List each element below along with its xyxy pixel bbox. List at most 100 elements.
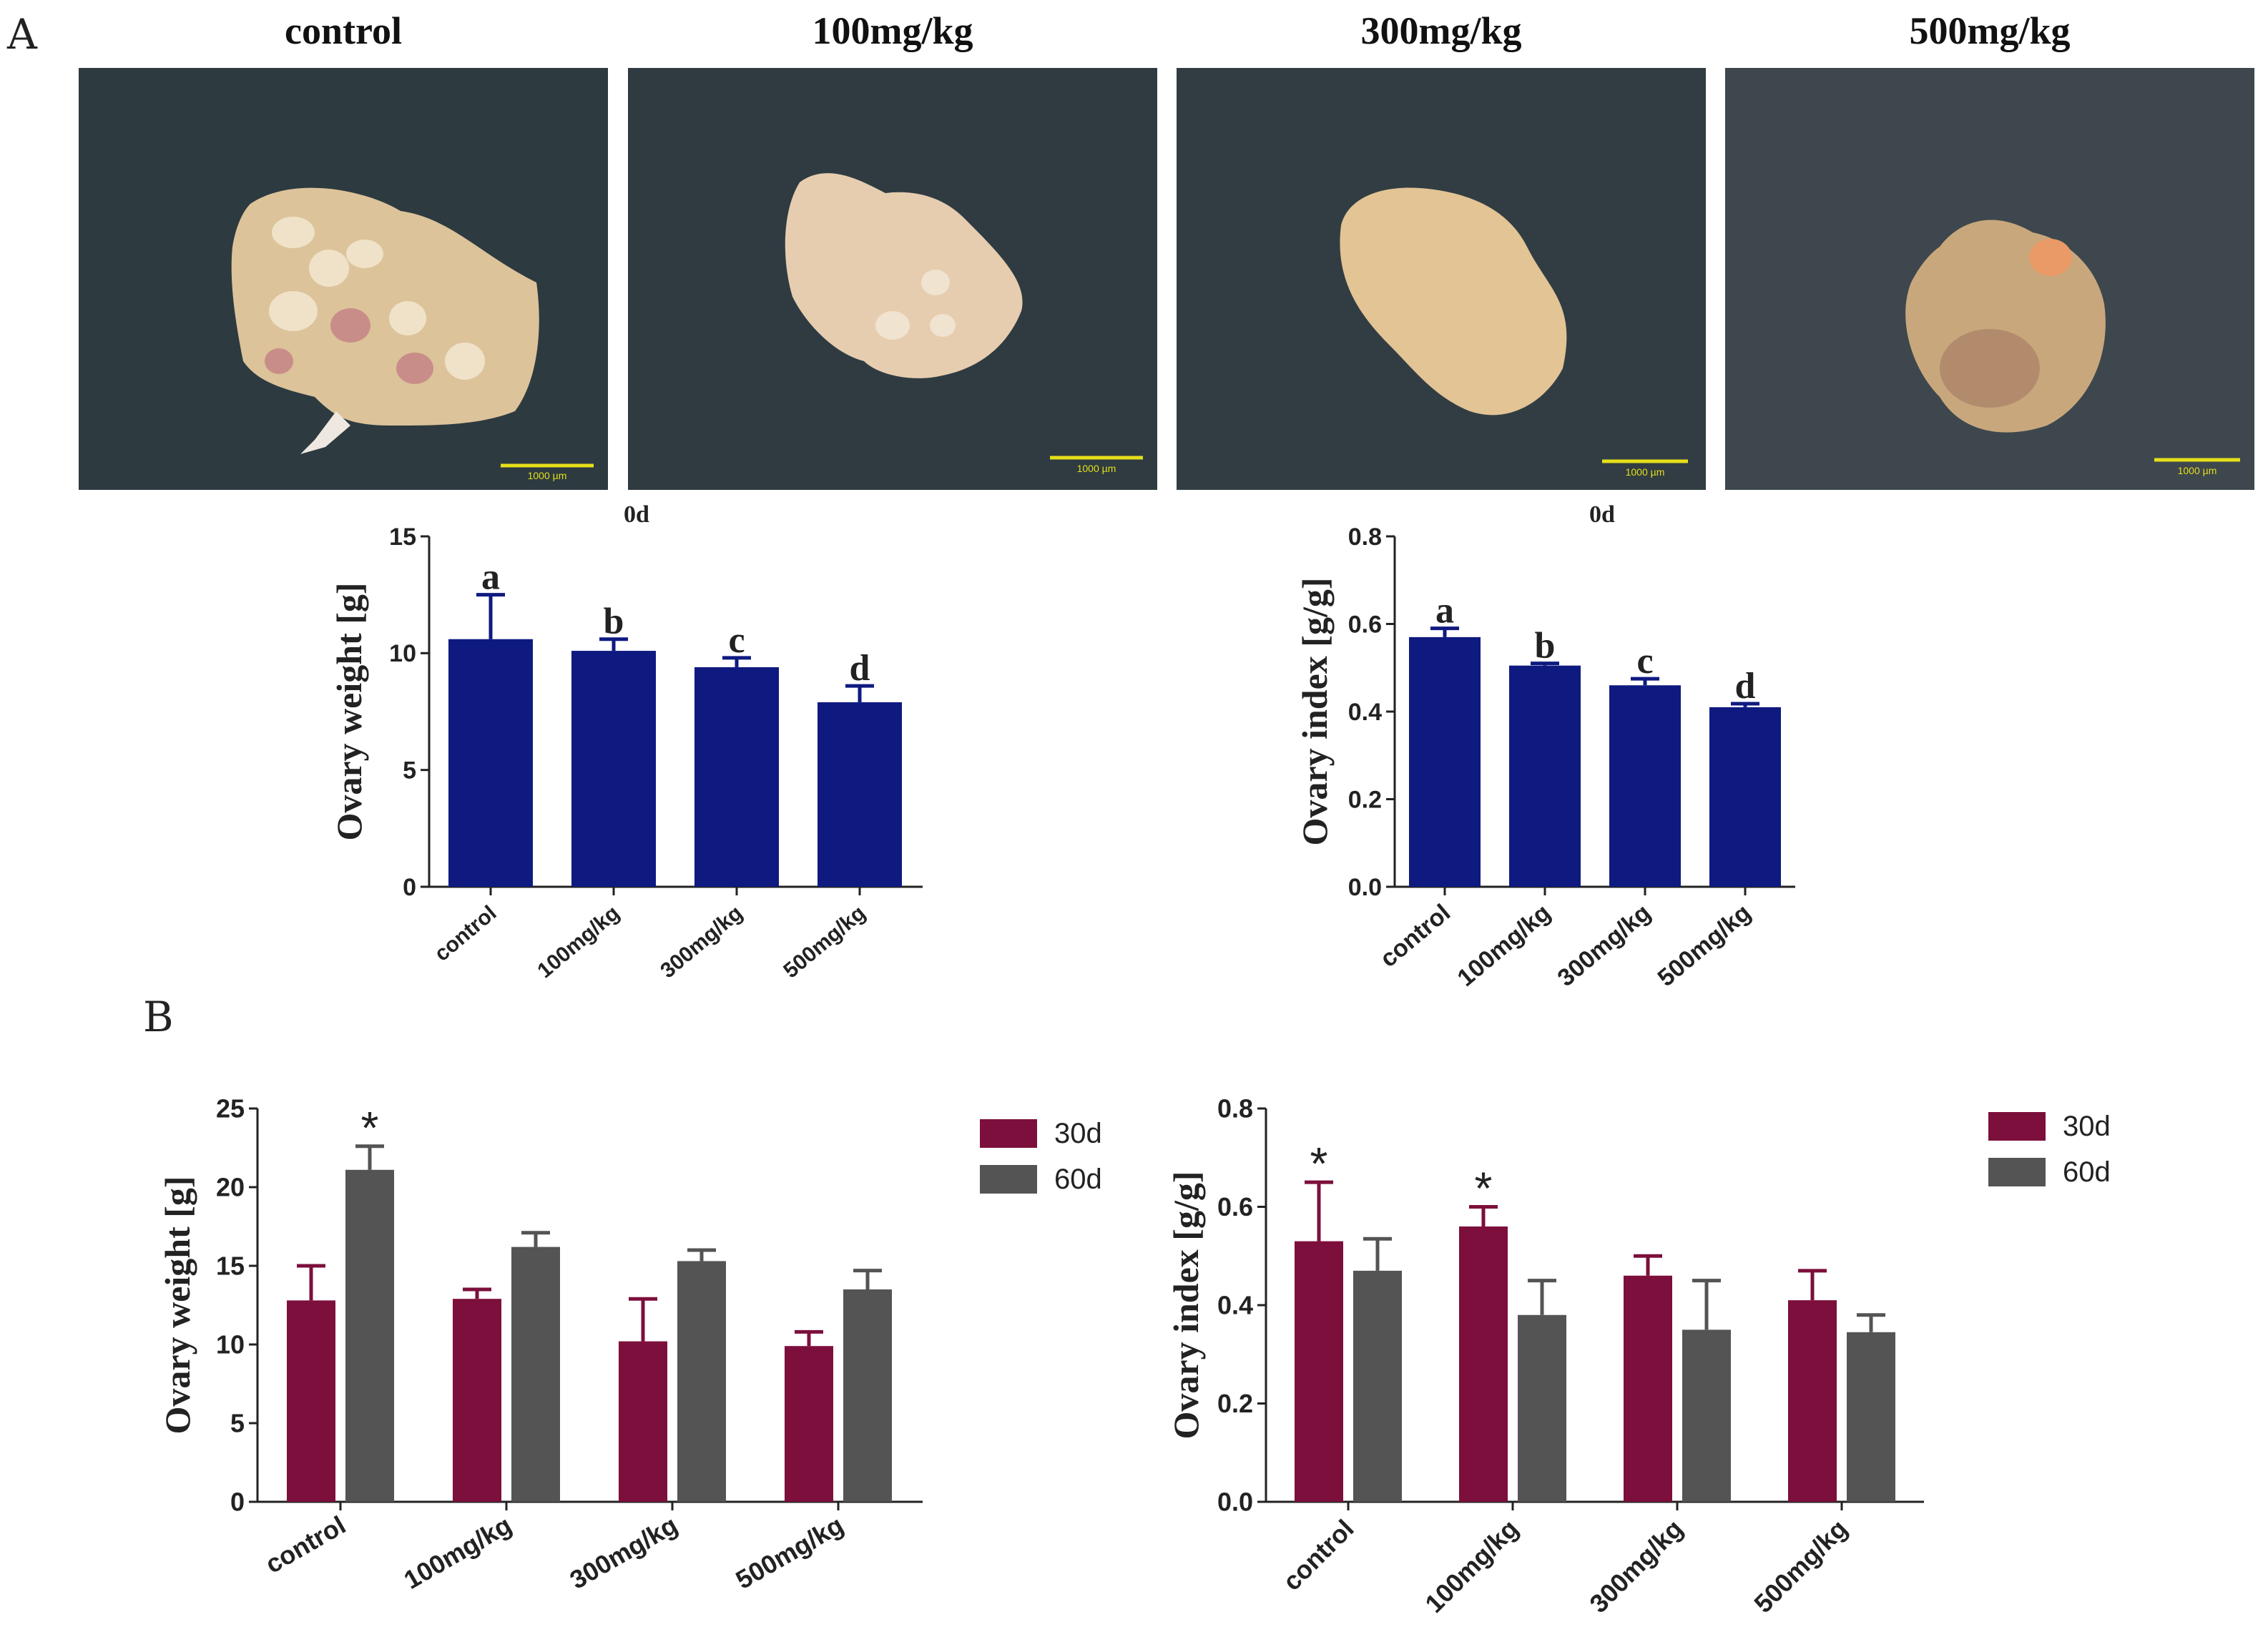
follicle (875, 311, 910, 340)
group-letter: a (1435, 591, 1454, 631)
legend-swatch-60d (1988, 1158, 2046, 1186)
x-tick-label: 500mg/kg (731, 1510, 848, 1595)
legend-swatch-30d (1988, 1112, 2046, 1141)
y-tick-label: 10 (216, 1330, 245, 1360)
follicle (921, 270, 950, 295)
corpus-luteum (265, 348, 293, 374)
photo-title-control: control (285, 9, 402, 52)
corpus-luteum (396, 353, 433, 384)
follicle (389, 301, 426, 335)
group-letter: a (481, 557, 500, 598)
group-letter: d (850, 648, 870, 689)
scale-bar-label: 1000 µm (1626, 466, 1665, 478)
y-tick-label: 0.2 (1348, 786, 1382, 813)
x-tick-label: control (1375, 899, 1455, 973)
y-tick-label: 5 (230, 1409, 245, 1438)
legend-label-60d: 60d (1054, 1164, 1102, 1195)
significance-mark: * (1475, 1163, 1493, 1214)
group-letter: c (1636, 641, 1653, 682)
legend-swatch-30d (980, 1119, 1037, 1148)
bar-60d (1353, 1270, 1402, 1502)
chart-title: 0d (1589, 501, 1615, 528)
follicle (269, 291, 318, 331)
scale-bar-label: 1000 µm (528, 470, 567, 481)
bar-30d (1295, 1241, 1343, 1502)
x-tick-label: 300mg/kg (565, 1510, 682, 1595)
y-axis-label: Ovary weight [g] (329, 582, 369, 840)
photo-title-300: 300mg/kg (1360, 9, 1522, 52)
scale-bar-label: 1000 µm (2178, 465, 2217, 476)
x-tick-label: 500mg/kg (1653, 899, 1757, 992)
y-tick-label: 5 (403, 757, 416, 785)
x-tick-label: control (1277, 1514, 1359, 1596)
bar-60d (843, 1289, 892, 1502)
x-tick-label: 300mg/kg (656, 901, 747, 983)
y-axis-label: Ovary index [g/g] (1166, 1171, 1206, 1440)
y-tick-label: 0.8 (1348, 523, 1382, 551)
bar-0d (1709, 707, 1781, 887)
y-tick-label: 15 (389, 523, 416, 551)
group-letter: c (728, 620, 745, 661)
ovary-photo-300: 1000 µm (1177, 68, 1706, 490)
y-axis-label: Ovary weight [g] (157, 1176, 197, 1434)
bar-60d (1847, 1332, 1895, 1502)
group-letter: d (1735, 666, 1756, 707)
bar-0d (571, 651, 656, 887)
y-tick-label: 0.0 (1217, 1488, 1253, 1517)
x-tick-label: 100mg/kg (399, 1510, 516, 1595)
bar-30d (1788, 1300, 1837, 1502)
y-tick-label: 0.0 (1348, 874, 1382, 901)
bar-30d (785, 1346, 833, 1502)
bar-60d (511, 1247, 560, 1502)
x-tick-label: control (260, 1510, 350, 1579)
y-tick-label: 0 (230, 1488, 245, 1517)
bar-0d (694, 667, 779, 887)
photo-title-500: 500mg/kg (1909, 9, 2071, 52)
chart-ovary-index-0d: 0.0 0.2 0.4 0.6 0.8 Ovary index [g/g] 0d a contr… (1295, 501, 1795, 992)
bar-60d (1682, 1329, 1731, 1502)
significance-mark: * (361, 1102, 379, 1154)
x-tick-label: 500mg/kg (779, 901, 870, 983)
y-tick-label: 0 (403, 874, 416, 901)
ovary-tissue (1340, 187, 1567, 416)
follicle (930, 314, 956, 337)
y-tick-label: 20 (216, 1173, 245, 1202)
bar-60d (1518, 1314, 1566, 1502)
x-tick-label: 300mg/kg (1584, 1514, 1688, 1618)
y-tick-label: 0.6 (1217, 1192, 1253, 1221)
bar-60d (345, 1169, 394, 1502)
photo-title-100: 100mg/kg (812, 9, 973, 52)
follicle (272, 217, 315, 248)
bar-0d (1509, 665, 1581, 887)
corpus-luteum (330, 308, 370, 343)
chart-title: 0d (624, 501, 649, 528)
legend-label-30d: 30d (1054, 1118, 1102, 1149)
y-tick-label: 0.4 (1217, 1291, 1253, 1320)
bar-0d (448, 639, 533, 887)
y-axis-label: Ovary index [g/g] (1295, 578, 1335, 846)
ovary-photo-500: 1000 µm (1725, 68, 2254, 490)
legend-label-60d: 60d (2063, 1156, 2111, 1188)
y-tick-label: 0.8 (1217, 1094, 1253, 1124)
bar-30d (1459, 1226, 1508, 1502)
group-letter: b (604, 601, 624, 642)
ovary-photo-control: 1000 µm (79, 68, 608, 490)
bar-0d (1609, 685, 1681, 887)
x-tick-label: control (430, 901, 501, 966)
chart-ovary-index-30-60d: 0.0 0.2 0.4 0.6 0.8 Ovary index [g/g] * control… (1166, 1094, 2111, 1618)
ovary-photo-100: 1000 µm (628, 68, 1157, 490)
bar-0d (818, 702, 902, 887)
x-tick-label: 100mg/kg (533, 901, 624, 983)
x-tick-label: 500mg/kg (1748, 1514, 1852, 1618)
x-tick-label: 100mg/kg (1453, 899, 1556, 992)
follicle (445, 343, 485, 380)
group-letter: b (1535, 626, 1556, 667)
bar-30d (287, 1300, 335, 1502)
y-tick-label: 0.2 (1217, 1389, 1253, 1418)
y-tick-label: 15 (216, 1252, 245, 1281)
y-tick-label: 0.4 (1348, 699, 1382, 726)
follicle (346, 240, 383, 268)
x-tick-label: 300mg/kg (1553, 899, 1656, 992)
bar-30d (619, 1341, 667, 1502)
panel-label-a: A (7, 10, 37, 59)
